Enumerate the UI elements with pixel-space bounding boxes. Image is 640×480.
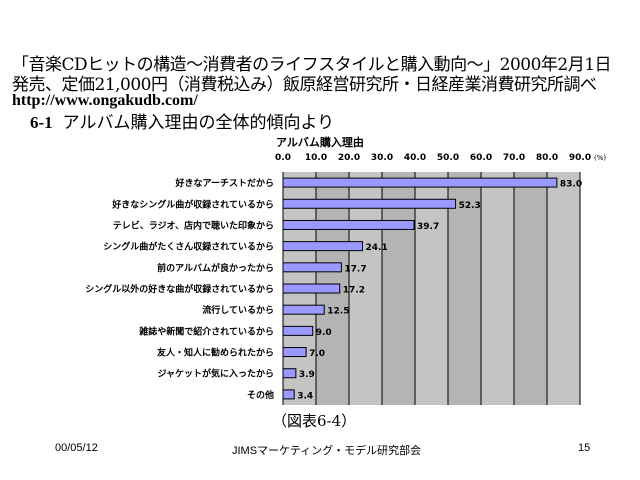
unit-label: (%) (594, 154, 606, 162)
bar (282, 347, 307, 358)
footer-page: 15 (578, 442, 591, 454)
chart-title: アルバム購入理由 (276, 135, 364, 149)
bar (282, 283, 341, 294)
plot-band (547, 172, 580, 405)
bar (282, 325, 314, 336)
bar (282, 389, 295, 400)
header-line-1: 「音楽CDヒットの構造～消費者のライフスタイルと購入動向～」2000年2月1日 (12, 55, 612, 75)
category-label: シングル以外の好きな曲が収録されているから (85, 283, 274, 295)
data-label: 39.7 (417, 222, 439, 232)
header-line-2: 発売、定価21,000円（消費税込み）飯原経営研究所・日経産業消費研究所調べ (12, 75, 597, 95)
category-label: その他 (247, 389, 274, 401)
section-title: アルバム購入理由の全体的傾向より (62, 113, 335, 133)
category-label: 流行しているから (202, 304, 274, 316)
category-label: テレビ、ラジオ、店内で聴いた印象から (113, 219, 274, 231)
data-label: 83.0 (560, 180, 582, 190)
tick-label: 60.0 (470, 153, 492, 163)
figure-caption: （図表6-4） (272, 412, 357, 430)
category-label: シングル曲がたくさん収録されているから (103, 241, 274, 253)
category-label: 雑誌や新聞で紹介されているから (138, 325, 274, 337)
tick-label: 50.0 (437, 153, 459, 163)
footer-org: JIMSマーケティング・モデル研究部会 (232, 445, 422, 457)
section-number: 6-1 (30, 113, 53, 132)
tick-label: 20.0 (338, 153, 360, 163)
plot-band (448, 172, 481, 405)
tick-label: 90.0 (569, 153, 591, 163)
bar (282, 262, 342, 273)
tick-label: 10.0 (305, 153, 327, 163)
tick-label: 40.0 (404, 153, 426, 163)
data-label: 7.0 (309, 349, 325, 359)
bar (282, 219, 415, 230)
bar (282, 241, 364, 252)
url-link[interactable]: http://www.ongakudb.com/ (12, 92, 198, 109)
bar (282, 177, 558, 188)
data-label: 3.4 (297, 391, 313, 401)
plot-band (382, 172, 415, 405)
footer-date: 00/05/12 (55, 442, 98, 454)
data-label: 9.0 (316, 328, 332, 338)
section-heading: 6-1 アルバム購入理由の全体的傾向より (30, 108, 334, 133)
tick-label: 80.0 (536, 153, 558, 163)
plot-band (349, 172, 382, 405)
data-label: 17.2 (343, 286, 365, 296)
data-label: 52.3 (459, 201, 481, 211)
tick-label: 30.0 (371, 153, 393, 163)
category-label: 前のアルバムが良かったから (157, 262, 274, 274)
category-label: ジャケットが気に入ったから (157, 368, 274, 380)
bar (282, 304, 325, 315)
plot-band (481, 172, 514, 405)
bar (282, 198, 457, 209)
data-label: 24.1 (366, 243, 388, 253)
data-label: 3.9 (299, 370, 315, 380)
tick-label: 0.0 (275, 153, 291, 163)
plot-band (415, 172, 448, 405)
data-label: 17.7 (344, 264, 366, 274)
category-label: 友人・知人に勧められたから (157, 347, 274, 359)
tick-label: 70.0 (503, 153, 525, 163)
category-label: 好きなシングル曲が収録されているから (111, 198, 274, 210)
category-label: 好きなアーチストだから (175, 177, 274, 189)
bar (282, 368, 297, 379)
plot-band (514, 172, 547, 405)
data-label: 12.5 (327, 307, 349, 317)
